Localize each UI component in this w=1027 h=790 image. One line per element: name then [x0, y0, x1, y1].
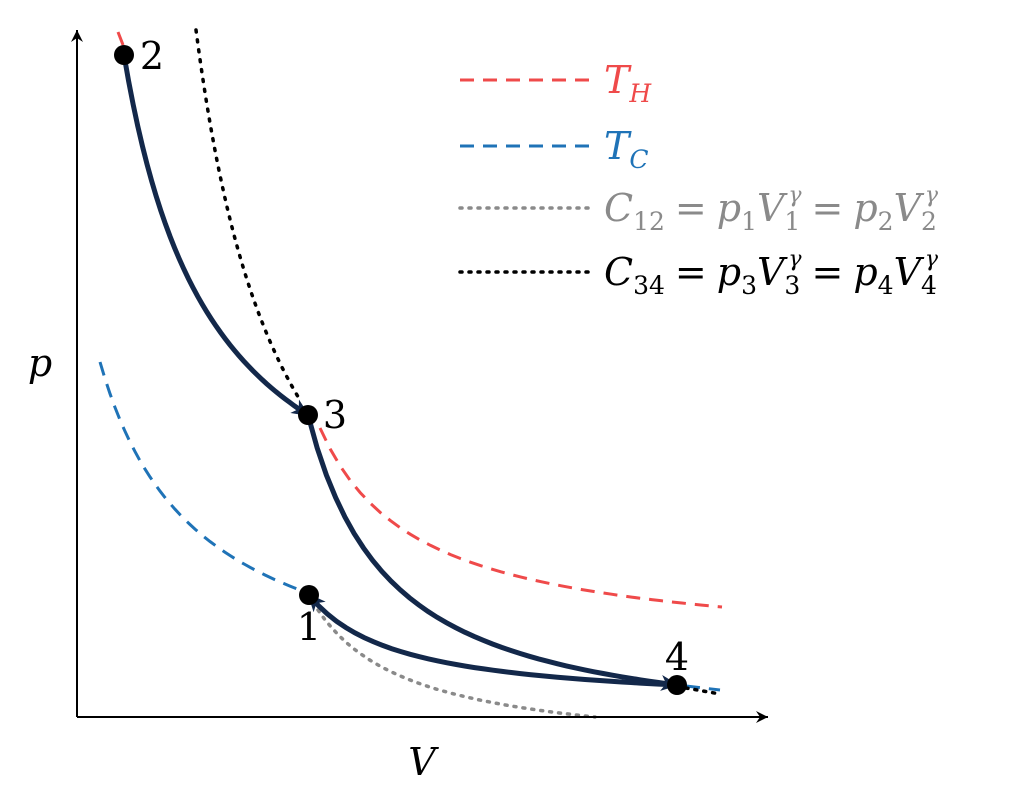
state-point-2 — [114, 45, 134, 65]
y-axis-label: p — [28, 341, 52, 385]
legend-label-tc: TC — [604, 124, 649, 174]
state-label-2: 2 — [140, 34, 164, 78]
adiabat-c34-tail-curve — [684, 686, 722, 696]
isotherm-tc-curve — [98, 361, 301, 592]
legend-label-th: TH — [604, 58, 652, 108]
isotherm-th-curve — [318, 427, 723, 609]
x-axis-label: V — [408, 740, 439, 784]
isotherm-tc-tail-curve — [685, 684, 721, 692]
adiabat-c12-curve — [316, 608, 597, 719]
state-point-4 — [667, 675, 687, 695]
process-2-3-edge — [121, 54, 310, 418]
legend-label-c12: C12 = p1V1γ = p2V2γ — [604, 183, 939, 236]
legend-label-c34: C34 = p3V3γ = p4V4γ — [604, 247, 939, 300]
isotherm-th-top-curve — [116, 31, 127, 51]
state-label-1: 1 — [297, 605, 321, 649]
adiabat-c34-curve — [194, 28, 302, 402]
legend: TH TC C12 = p1V1γ = p2V2γ C34 = p3V3γ = p4V4γ — [458, 58, 939, 300]
process-3-4-edge — [305, 414, 679, 691]
state-label-3: 3 — [323, 393, 347, 437]
state-label-4: 4 — [665, 635, 689, 679]
state-point-3 — [298, 405, 318, 425]
state-point-1 — [299, 585, 319, 605]
process-4-1-edge — [307, 593, 678, 688]
